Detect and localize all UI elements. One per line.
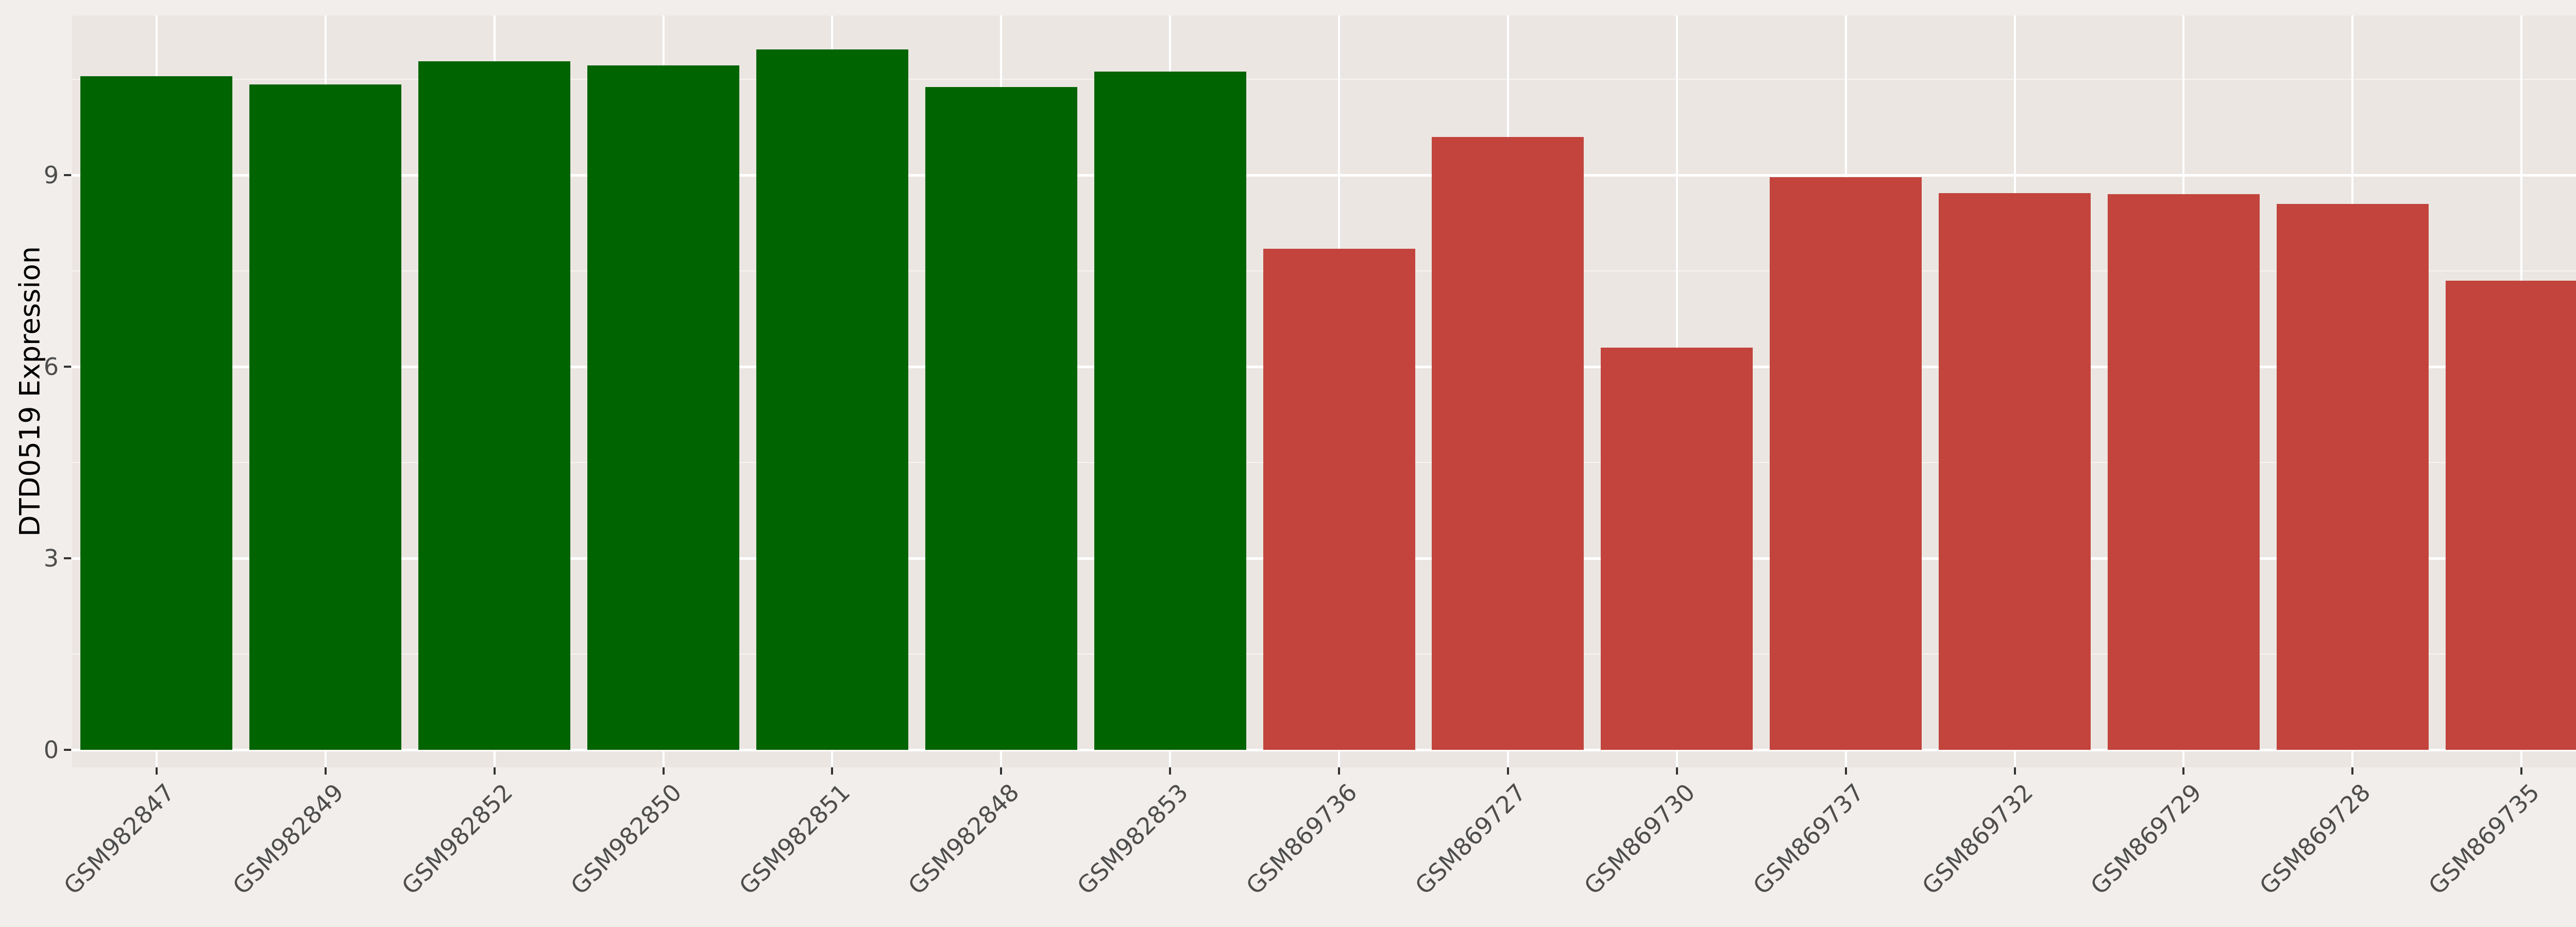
x-tick-label-GSM869729: GSM869729 [2085, 778, 2207, 900]
x-tick-mark [2520, 767, 2523, 775]
x-tick-mark [1844, 767, 1847, 775]
x-tick-mark [831, 767, 834, 775]
x-tick-label-GSM869735: GSM869735 [2423, 778, 2545, 900]
x-tick-mark [1675, 767, 1678, 775]
bar-GSM982851 [756, 49, 908, 750]
gridline-major [72, 749, 2576, 751]
bar-GSM982852 [418, 61, 570, 750]
bar-GSM869737 [1770, 177, 1922, 750]
y-tick-mark [64, 749, 71, 751]
x-tick-label-GSM869730: GSM869730 [1578, 778, 1701, 900]
x-tick-mark [2351, 767, 2354, 775]
bar-GSM869736 [1263, 248, 1415, 750]
y-tick-label: 0 [43, 736, 59, 764]
x-tick-mark [1169, 767, 1172, 775]
x-tick-label-GSM982847: GSM982847 [58, 778, 180, 900]
x-tick-mark [324, 767, 327, 775]
x-tick-label-GSM982852: GSM982852 [396, 778, 518, 900]
y-tick-mark [64, 366, 71, 368]
bar-GSM869735 [2446, 280, 2576, 750]
bar-GSM982847 [80, 76, 232, 750]
gridline-minor [72, 79, 2576, 80]
x-tick-label-GSM869732: GSM869732 [1916, 778, 2038, 900]
y-tick-label: 3 [43, 544, 59, 572]
x-tick-label-GSM982851: GSM982851 [734, 778, 856, 900]
bar-GSM982848 [925, 87, 1077, 750]
x-tick-label-GSM869728: GSM869728 [2254, 778, 2376, 900]
y-tick-label: 6 [43, 353, 59, 381]
y-axis-title: DTD0519 Expression [13, 246, 46, 537]
x-tick-mark [1506, 767, 1509, 775]
bar-GSM869732 [1939, 193, 2091, 750]
x-tick-mark [662, 767, 665, 775]
bar-GSM982850 [587, 65, 739, 750]
x-tick-mark [2013, 767, 2016, 775]
x-tick-label-GSM869727: GSM869727 [1410, 778, 1532, 900]
y-tick-label: 9 [43, 161, 59, 189]
x-tick-label-GSM982850: GSM982850 [565, 778, 687, 900]
bar-GSM869728 [2277, 203, 2429, 750]
gridline-major [72, 174, 2576, 177]
x-tick-mark [2182, 767, 2185, 775]
bar-GSM869730 [1601, 347, 1753, 750]
bar-GSM869729 [2108, 194, 2260, 750]
bar-GSM869727 [1432, 136, 1584, 750]
bar-GSM982853 [1094, 72, 1246, 750]
x-tick-mark [1000, 767, 1003, 775]
y-tick-mark [64, 557, 71, 559]
x-tick-label-GSM869736: GSM869736 [1241, 778, 1363, 900]
x-tick-label-GSM982853: GSM982853 [1072, 778, 1194, 900]
x-tick-mark [155, 767, 158, 775]
plot-panel [72, 15, 2576, 767]
x-tick-mark [493, 767, 496, 775]
x-tick-label-GSM982849: GSM982849 [227, 778, 349, 900]
x-tick-label-GSM869737: GSM869737 [1747, 778, 1870, 900]
x-tick-mark [1338, 767, 1341, 775]
y-tick-mark [64, 174, 71, 176]
bar-GSM982849 [249, 84, 401, 750]
x-tick-label-GSM982848: GSM982848 [903, 778, 1025, 900]
